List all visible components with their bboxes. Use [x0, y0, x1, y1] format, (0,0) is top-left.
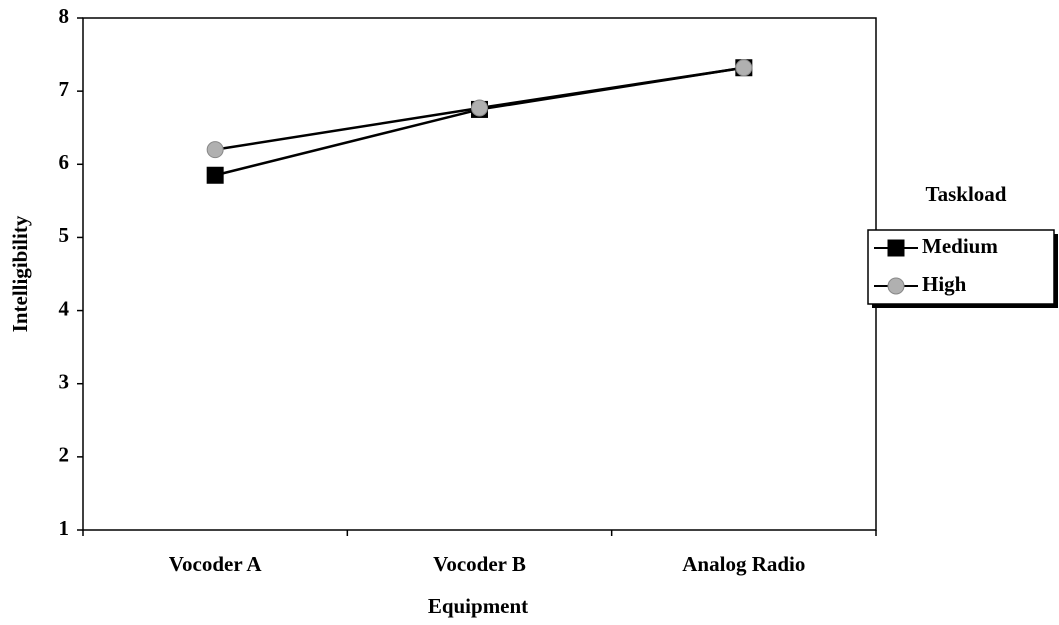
legend-title: Taskload — [926, 182, 1007, 206]
legend-marker — [887, 277, 905, 295]
data-point — [206, 166, 224, 184]
y-tick-label: 4 — [59, 296, 70, 320]
x-tick-label: Vocoder B — [433, 552, 526, 576]
legend-marker — [887, 239, 905, 257]
y-tick-label: 5 — [59, 223, 70, 247]
y-tick-label: 7 — [59, 77, 70, 101]
y-tick-label: 3 — [59, 370, 70, 394]
x-tick-label: Vocoder A — [169, 552, 263, 576]
data-point — [206, 141, 224, 159]
legend-label: High — [922, 272, 967, 296]
y-axis-label: Intelligibility — [8, 215, 32, 332]
x-tick-label: Analog Radio — [682, 552, 805, 576]
y-tick-label: 8 — [59, 4, 70, 28]
y-tick-label: 1 — [59, 516, 70, 540]
x-axis-label: Equipment — [428, 594, 528, 618]
plot-frame — [82, 17, 877, 531]
y-tick-label: 6 — [59, 150, 70, 174]
legend-label: Medium — [922, 234, 998, 258]
y-tick-label: 2 — [59, 443, 70, 467]
series-line — [214, 66, 745, 177]
data-point — [735, 59, 753, 77]
data-point — [471, 99, 488, 117]
